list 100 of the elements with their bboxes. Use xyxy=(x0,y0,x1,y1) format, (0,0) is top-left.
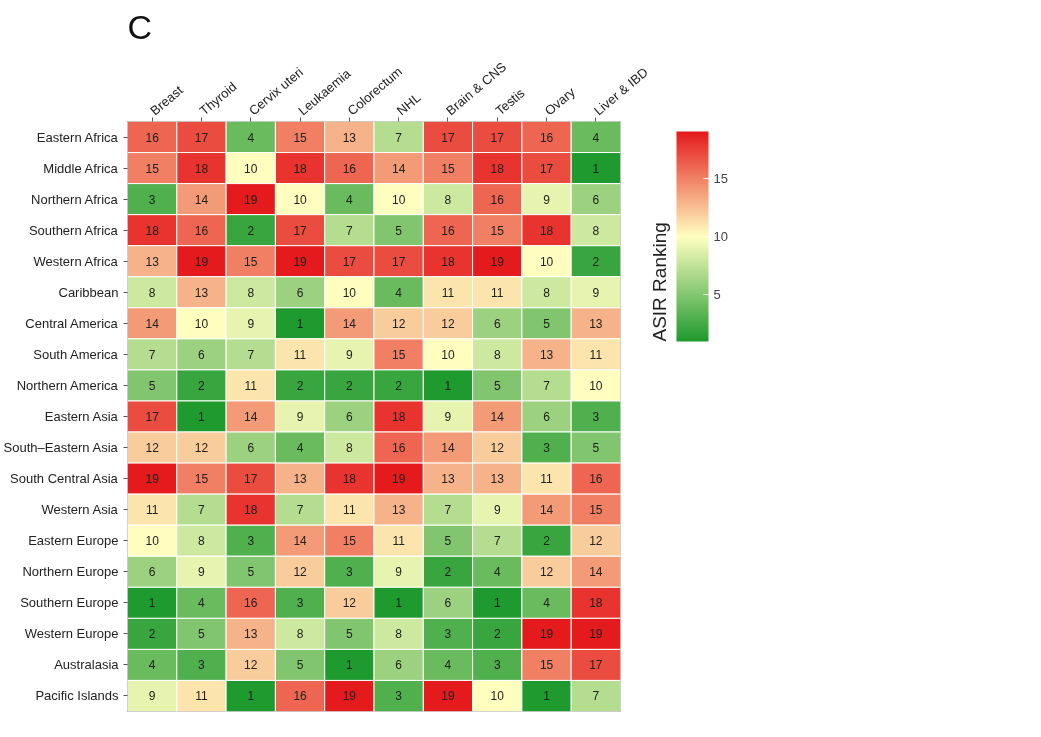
y-tick-label: South Central Asia xyxy=(10,471,119,487)
data-label: 12 xyxy=(293,565,308,580)
data-label: 2 xyxy=(493,627,501,642)
data-label: 3 xyxy=(395,689,403,704)
data-label: 7 xyxy=(247,347,255,362)
data-label: 1 xyxy=(493,596,501,611)
data-label: 14 xyxy=(293,534,308,549)
data-label: 18 xyxy=(145,223,160,238)
data-label: 14 xyxy=(441,441,455,456)
data-label: 1 xyxy=(444,378,452,393)
data-label: 7 xyxy=(198,503,206,518)
data-label: 13 xyxy=(539,347,554,362)
color-bar-label: 15 xyxy=(713,170,728,186)
data-label: 12 xyxy=(391,316,406,331)
data-label: 2 xyxy=(346,378,354,393)
data-label: 11 xyxy=(491,285,504,300)
data-label: 16 xyxy=(441,223,455,238)
data-label: 5 xyxy=(543,316,551,331)
y-tick-label: Middle Africa xyxy=(43,160,119,176)
data-label: 14 xyxy=(589,565,603,580)
data-label: 7 xyxy=(543,378,551,393)
data-label: 18 xyxy=(539,223,554,238)
data-label: 11 xyxy=(540,472,554,487)
data-label: 15 xyxy=(244,254,258,269)
data-label: 15 xyxy=(342,534,357,549)
data-label: 12 xyxy=(490,441,505,456)
data-label: 10 xyxy=(539,254,554,269)
data-label: 6 xyxy=(592,192,600,207)
data-label: 7 xyxy=(444,503,452,518)
data-label: 9 xyxy=(543,192,551,207)
chart-title: C xyxy=(127,7,153,46)
data-label: 11 xyxy=(392,534,406,549)
data-label: 3 xyxy=(543,441,551,456)
color-bar-label: 5 xyxy=(713,287,721,303)
data-label: 8 xyxy=(493,347,501,362)
data-label: 3 xyxy=(296,596,304,611)
data-label: 8 xyxy=(444,192,452,207)
data-label: 8 xyxy=(592,223,600,238)
data-label: 16 xyxy=(391,441,406,456)
data-label: 1 xyxy=(543,689,551,704)
data-label: 17 xyxy=(589,658,603,673)
data-label: 2 xyxy=(444,565,452,580)
data-label: 11 xyxy=(293,347,307,362)
data-label: 5 xyxy=(198,627,206,642)
y-tick-label: Pacific Islands xyxy=(35,688,119,704)
data-label: 2 xyxy=(592,254,600,269)
y-tick-label: Eastern Africa xyxy=(36,129,119,145)
data-label: 3 xyxy=(592,410,600,424)
data-label: 12 xyxy=(441,316,455,331)
data-label: 10 xyxy=(490,689,505,704)
data-label: 9 xyxy=(296,410,304,424)
data-label: 3 xyxy=(148,192,156,207)
data-label: 4 xyxy=(395,285,403,300)
data-label: 10 xyxy=(145,534,160,549)
data-label: 14 xyxy=(539,503,554,518)
data-label: 5 xyxy=(296,658,304,673)
data-label: 5 xyxy=(247,565,255,580)
data-label: 17 xyxy=(490,130,505,145)
data-label: 9 xyxy=(346,347,354,362)
data-label: 2 xyxy=(198,378,206,393)
y-tick-label: Northern Africa xyxy=(31,191,119,207)
data-label: 11 xyxy=(244,378,258,393)
data-label: 4 xyxy=(592,130,600,145)
data-label: 18 xyxy=(490,161,505,176)
data-label: 9 xyxy=(493,503,501,518)
data-label: 12 xyxy=(194,441,209,456)
y-tick-label: Western Europe xyxy=(24,626,119,642)
data-label: 3 xyxy=(247,534,255,549)
data-label: 10 xyxy=(194,316,209,331)
data-label: 6 xyxy=(148,565,156,580)
data-label: 10 xyxy=(441,347,455,362)
y-tick-label: South America xyxy=(33,346,119,362)
data-label: 13 xyxy=(194,285,209,300)
data-label: 8 xyxy=(543,285,551,300)
data-label: 17 xyxy=(441,130,455,145)
data-label: 18 xyxy=(391,410,406,424)
color-bar-label: 10 xyxy=(713,229,728,244)
data-label: 2 xyxy=(296,378,304,393)
data-label: 10 xyxy=(244,161,258,176)
data-label: 10 xyxy=(293,192,308,207)
data-label: 4 xyxy=(198,596,206,611)
data-label: 7 xyxy=(296,503,304,518)
data-label: 2 xyxy=(395,378,403,393)
y-tick-label: Northern Europe xyxy=(22,564,119,580)
data-label: 19 xyxy=(293,254,308,269)
data-label: 19 xyxy=(145,472,160,487)
data-label: 3 xyxy=(444,627,452,642)
data-label: 19 xyxy=(539,627,554,642)
data-label: 16 xyxy=(244,596,258,611)
data-label: 5 xyxy=(395,223,403,238)
data-label: 18 xyxy=(293,161,308,176)
data-label: 15 xyxy=(589,503,603,518)
y-tick-label: Northern America xyxy=(16,377,119,393)
data-label: 17 xyxy=(342,254,357,269)
data-label: 11 xyxy=(343,503,356,518)
data-label: 10 xyxy=(342,285,357,300)
data-label: 15 xyxy=(490,223,505,238)
data-label: 9 xyxy=(395,565,403,580)
data-label: 14 xyxy=(342,316,357,331)
data-label: 17 xyxy=(145,410,160,424)
